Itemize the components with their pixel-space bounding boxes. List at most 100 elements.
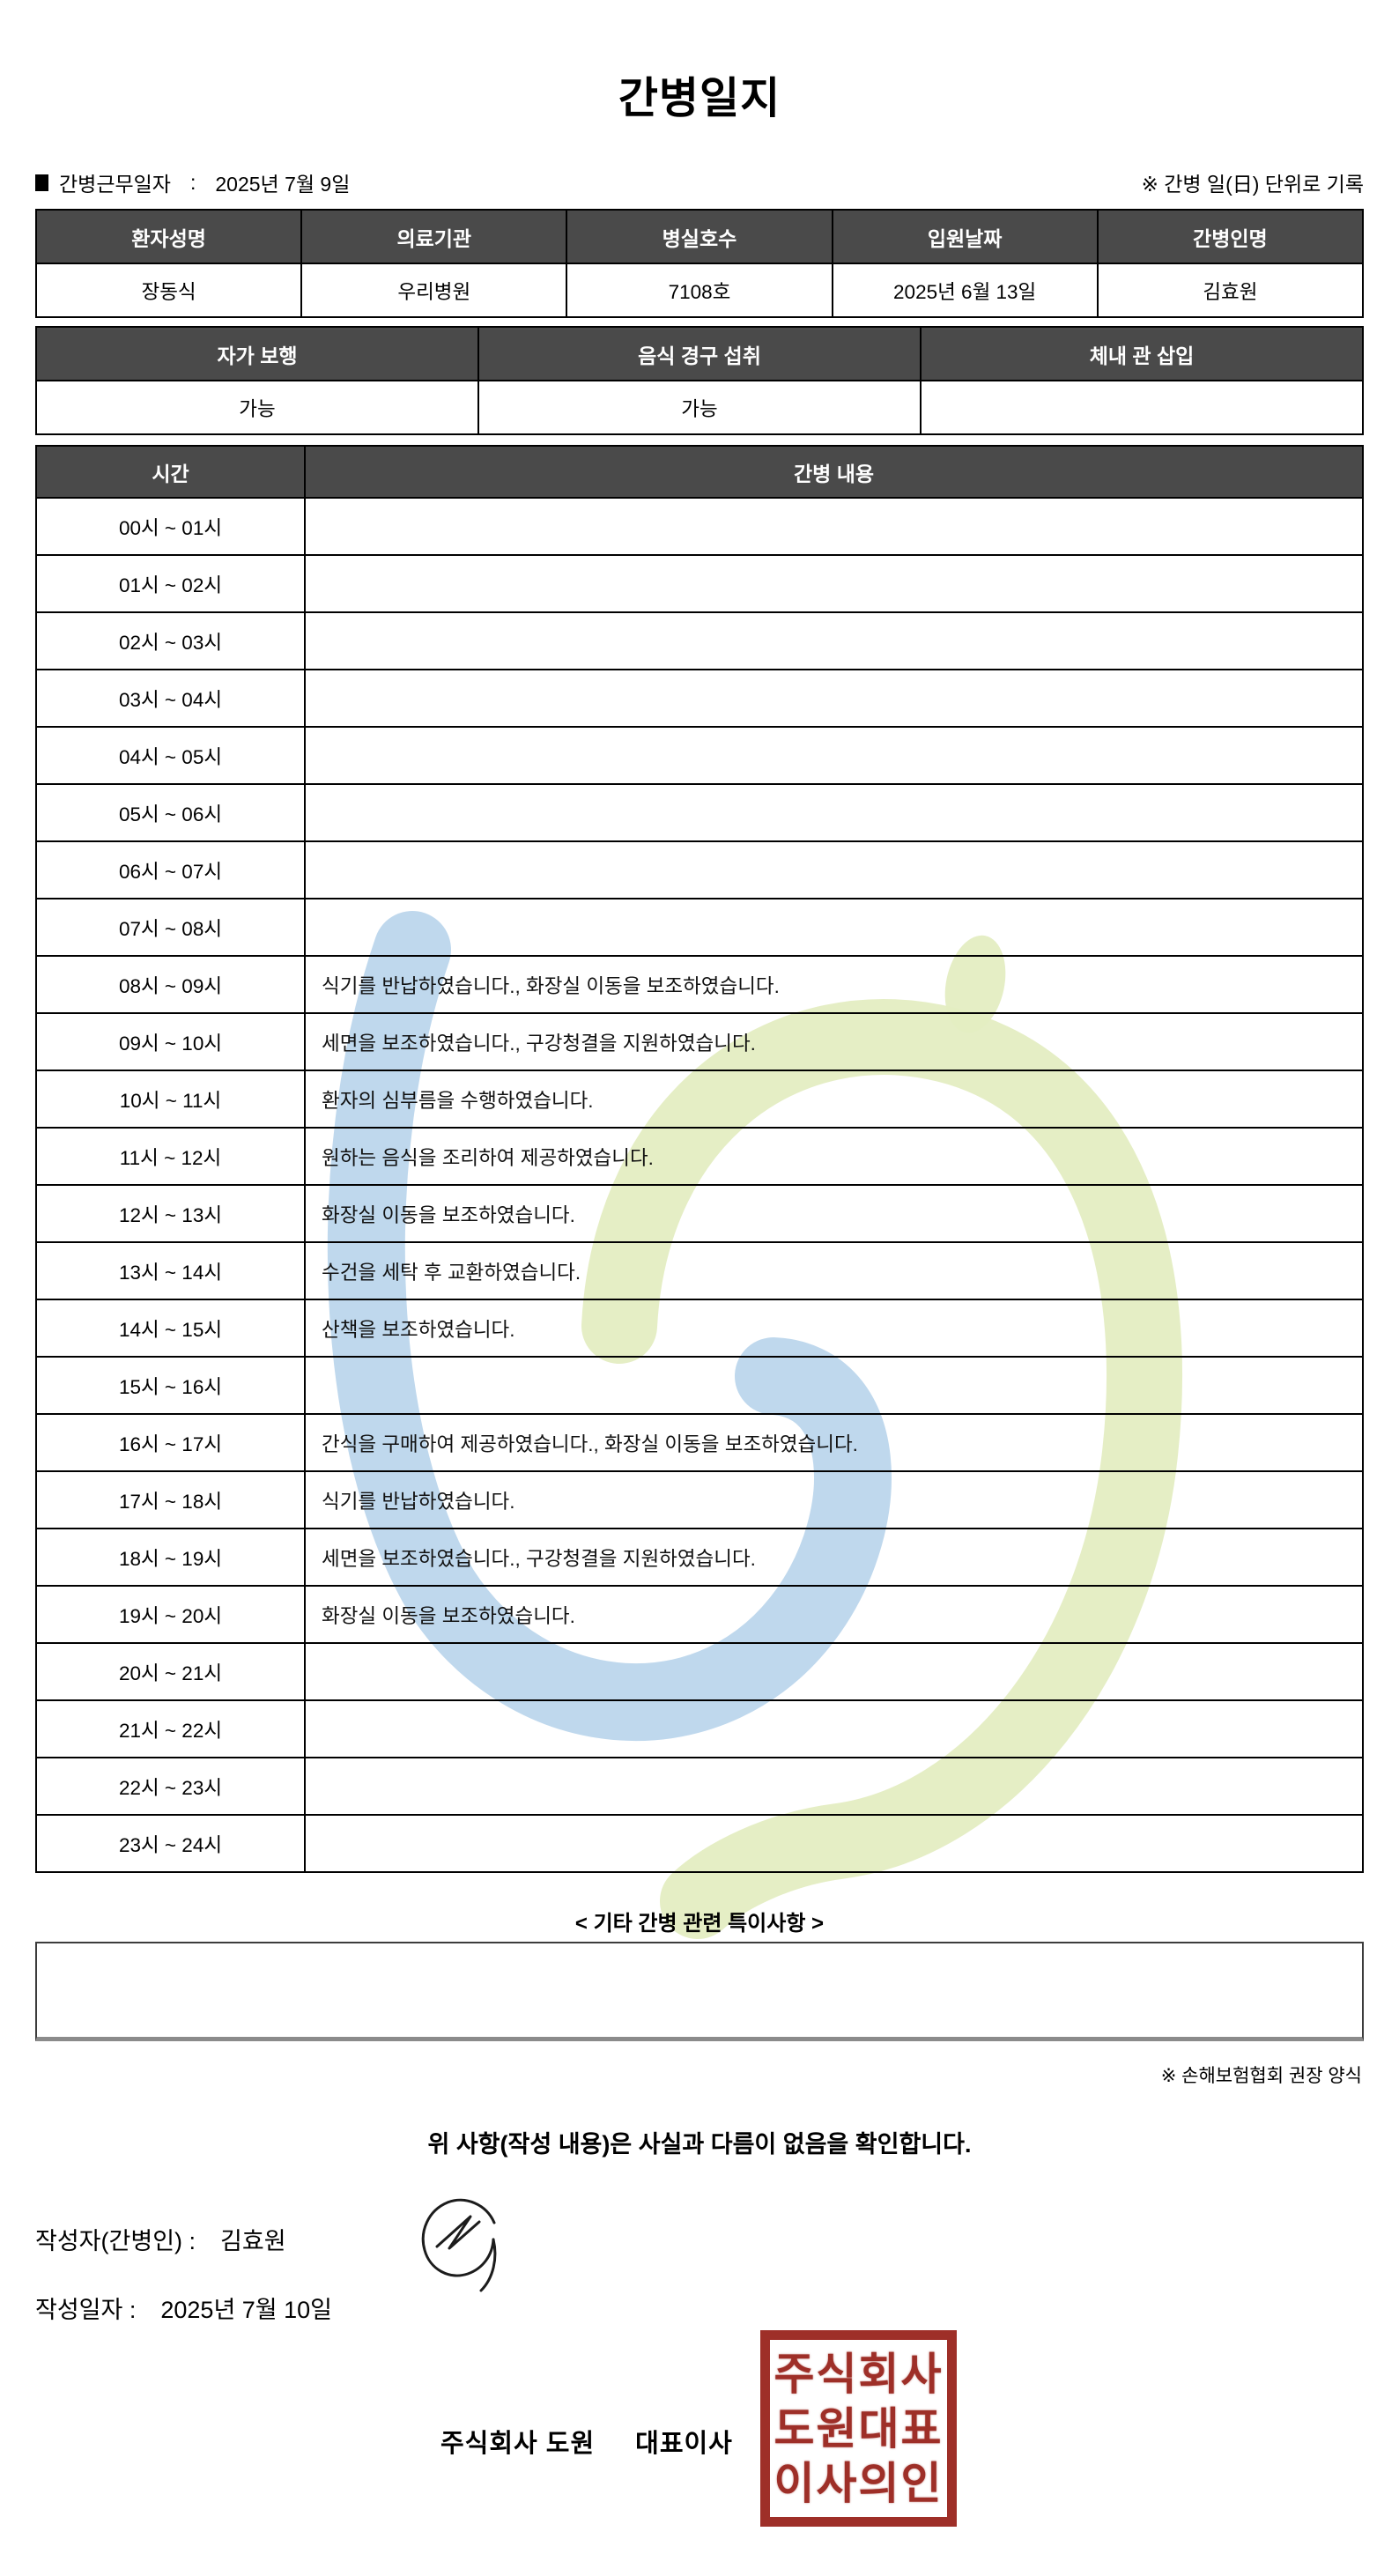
patient-status-header-cell: 체내 관 삽입 [920,326,1364,381]
care-content-cell [304,669,1364,728]
time-slot-cell: 05시 ~ 06시 [35,783,306,842]
time-slot-cell: 01시 ~ 02시 [35,554,306,613]
written-date-value: 2025년 7월 10일 [160,2297,333,2323]
care-log-row: 16시 ~ 17시 간식을 구매하여 제공하였습니다., 화장실 이동을 보조하… [35,1413,1364,1472]
care-log-row: 08시 ~ 09시 식기를 반납하였습니다., 화장실 이동을 보조하였습니다. [35,955,1364,1014]
patient-info-table: 환자성명 의료기관 병실호수 입원날짜 간병인명 장동식 우리병원 7108호 2025년 6… [34,209,1365,318]
care-log-row: 05시 ~ 06시 [35,783,1364,842]
special-notes-title: < 기타 간병 관련 특이사항 > [574,1912,825,1936]
care-log-row: 13시 ~ 14시 수건을 세탁 후 교환하였습니다. [35,1241,1364,1300]
time-slot-cell: 19시 ~ 20시 [35,1585,306,1644]
care-log-row: 06시 ~ 07시 [35,840,1364,899]
care-content-cell: 식기를 반납하였습니다. [304,1470,1364,1529]
patient-info-value-cell: 7108호 [566,263,833,318]
time-slot-cell: 22시 ~ 23시 [35,1757,306,1816]
written-date-line: 작성일자 : 2025년 7월 10일 [35,2291,332,2325]
time-slot-cell: 02시 ~ 03시 [35,611,306,670]
patient-status-value-cell: 가능 [477,380,922,435]
writer-label: 작성자(간병인) : [35,2228,196,2254]
patient-info-value-cell: 2025년 6월 13일 [831,263,1099,318]
handwritten-signature [421,2198,497,2292]
care-log-row: 12시 ~ 13시 화장실 이동을 보조하였습니다. [35,1184,1364,1243]
care-log-row: 07시 ~ 08시 [35,898,1364,957]
corporate-seal-stamp: 주식회사 도원대표 이사의인 [760,2330,957,2527]
company-role: 대표이사 [635,2430,733,2458]
care-content-cell: 세면을 보조하였습니다., 구강청결을 지원하였습니다. [304,1528,1364,1587]
time-slot-cell: 23시 ~ 24시 [35,1814,306,1873]
care-log-row: 10시 ~ 11시 환자의 심부름을 수행하였습니다. [35,1070,1364,1129]
time-slot-cell: 13시 ~ 14시 [35,1241,306,1300]
time-slot-cell: 07시 ~ 08시 [35,898,306,957]
care-log-row: 21시 ~ 22시 [35,1699,1364,1758]
care-content-cell: 수건을 세탁 후 교환하였습니다. [304,1241,1364,1300]
care-log-row: 15시 ~ 16시 [35,1356,1364,1415]
patient-info-header-cell: 환자성명 [34,209,303,264]
time-slot-cell: 03시 ~ 04시 [35,669,306,728]
time-slot-cell: 14시 ~ 15시 [35,1299,306,1358]
patient-info-value-cell: 우리병원 [300,263,568,318]
care-log-row: 11시 ~ 12시 원하는 음식을 조리하여 제공하였습니다. [35,1127,1364,1186]
care-log-row: 04시 ~ 05시 [35,726,1364,785]
care-log-row: 14시 ~ 15시 산책을 보조하였습니다. [35,1299,1364,1358]
care-content-cell: 간식을 구매하여 제공하였습니다., 화장실 이동을 보조하였습니다. [304,1413,1364,1472]
care-content-cell [304,783,1364,842]
content-column-header: 간병 내용 [304,445,1364,499]
care-content-cell: 환자의 심부름을 수행하였습니다. [304,1070,1364,1129]
care-content-cell [304,898,1364,957]
care-log-row: 23시 ~ 24시 [35,1814,1364,1873]
time-slot-cell: 09시 ~ 10시 [35,1012,306,1071]
care-log-row: 19시 ~ 20시 화장실 이동을 보조하였습니다. [35,1585,1364,1644]
patient-status-value-cell: 가능 [35,380,479,435]
patient-info-header-cell: 간병인명 [1096,209,1365,264]
care-content-cell [304,726,1364,785]
time-slot-cell: 10시 ~ 11시 [35,1070,306,1129]
care-log-row: 17시 ~ 18시 식기를 반납하였습니다. [35,1470,1364,1529]
care-content-cell: 화장실 이동을 보조하였습니다. [304,1184,1364,1243]
care-date-value: 2025년 7월 9일 [215,173,351,196]
patient-status-value-cell [920,380,1364,435]
care-log-row: 00시 ~ 01시 [35,497,1364,556]
time-slot-cell: 00시 ~ 01시 [35,497,306,556]
patient-status-header-cell: 자가 보행 [35,326,479,381]
care-content-cell: 세면을 보조하였습니다., 구강청결을 지원하였습니다. [304,1012,1364,1071]
care-content-cell [304,611,1364,670]
care-content-cell [304,554,1364,613]
care-date-separator: : [189,170,196,194]
time-slot-cell: 15시 ~ 16시 [35,1356,306,1415]
care-log-row: 20시 ~ 21시 [35,1642,1364,1701]
care-log-header-row: 시간 간병 내용 [35,445,1364,499]
time-slot-cell: 16시 ~ 17시 [35,1413,306,1472]
time-slot-cell: 04시 ~ 05시 [35,726,306,785]
time-slot-cell: 11시 ~ 12시 [35,1127,306,1186]
care-content-cell [304,1814,1364,1873]
company-line: 주식회사 도원 대표이사 [440,2423,733,2460]
care-log-row: 02시 ~ 03시 [35,611,1364,670]
square-bullet-icon [35,174,48,191]
confirmation-statement: 위 사항(작성 내용)은 사실과 다름이 없음을 확인합니다. [427,2131,972,2158]
care-content-cell [304,1699,1364,1758]
care-content-cell: 화장실 이동을 보조하였습니다. [304,1585,1364,1644]
time-slot-cell: 08시 ~ 09시 [35,955,306,1014]
time-slot-cell: 12시 ~ 13시 [35,1184,306,1243]
time-slot-cell: 06시 ~ 07시 [35,840,306,899]
patient-info-header-row: 환자성명 의료기관 병실호수 입원날짜 간병인명 [34,209,1365,264]
care-content-cell [304,497,1364,556]
patient-status-header-cell: 음식 경구 섭취 [477,326,922,381]
patient-status-table: 자가 보행 음식 경구 섭취 체내 관 삽입 가능 가능 [35,326,1364,435]
care-content-cell [304,840,1364,899]
patient-info-header-cell: 의료기관 [300,209,568,264]
company-name: 주식회사 도원 [440,2430,596,2458]
care-content-cell: 식기를 반납하였습니다., 화장실 이동을 보조하였습니다. [304,955,1364,1014]
unit-note: ※ 간병 일(日) 단위로 기록 [1141,173,1364,196]
subheader-row: 간병근무일자 : 2025년 7월 9일 ※ 간병 일(日) 단위로 기록 [35,167,1364,197]
care-content-cell [304,1356,1364,1415]
time-column-header: 시간 [35,445,306,499]
patient-info-header-cell: 병실호수 [566,209,833,264]
time-slot-cell: 21시 ~ 22시 [35,1699,306,1758]
stamp-line-2: 도원대표 [774,2403,944,2454]
patient-info-value-cell: 장동식 [34,263,303,318]
care-log-row: 18시 ~ 19시 세면을 보조하였습니다., 구강청결을 지원하였습니다. [35,1528,1364,1587]
writer-name: 김효원 [220,2228,286,2254]
care-log-row: 22시 ~ 23시 [35,1757,1364,1816]
